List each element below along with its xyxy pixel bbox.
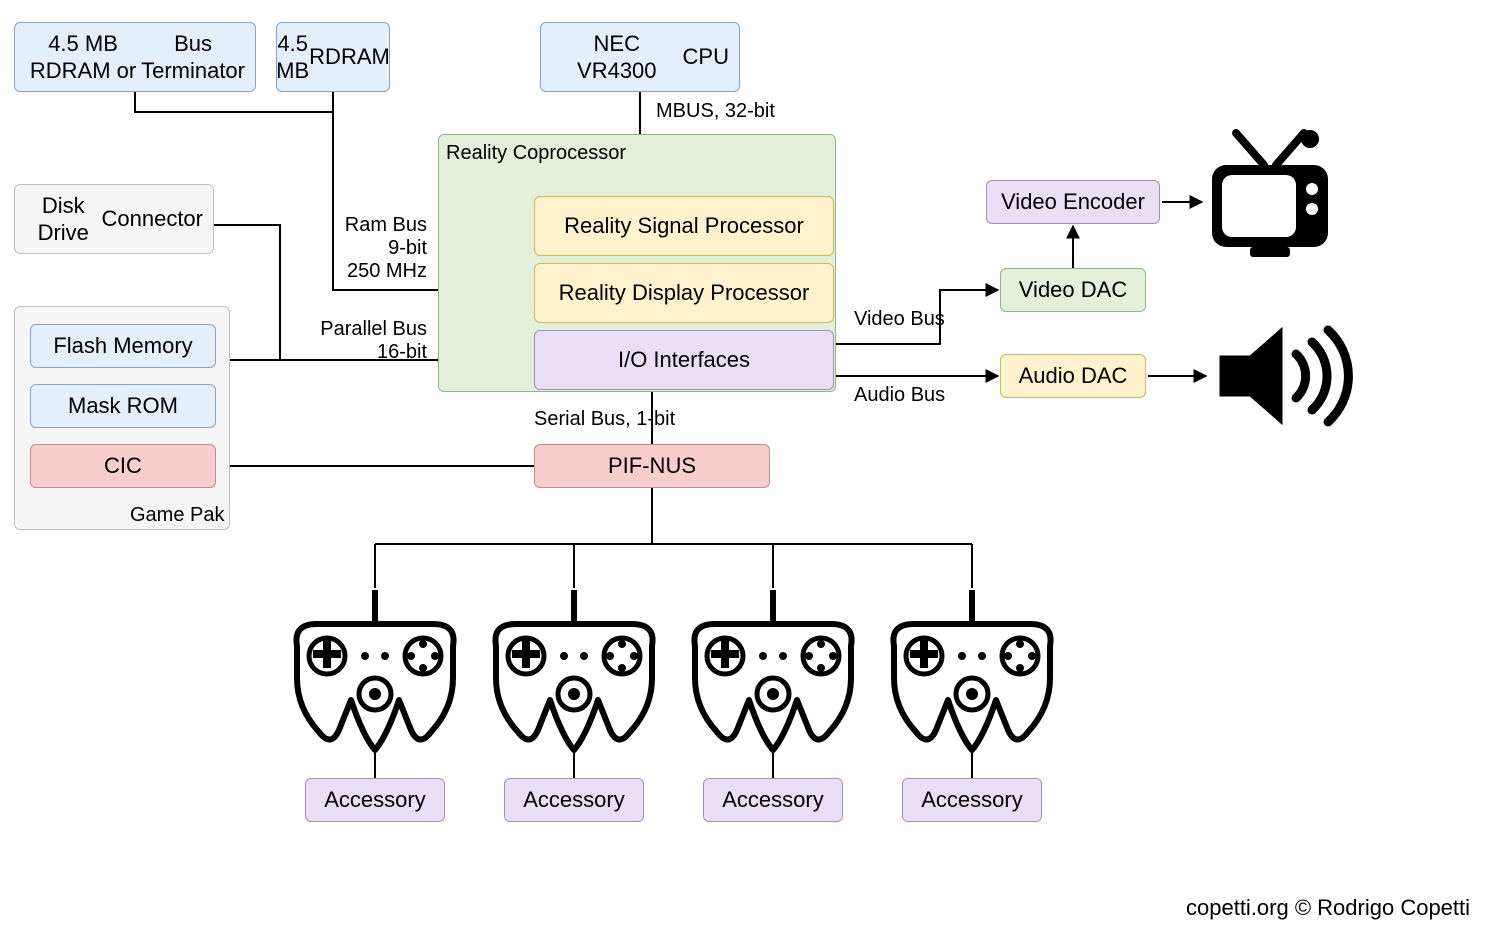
io-interfaces: I/O Interfaces	[534, 330, 834, 390]
audio-dac: Audio DAC	[1000, 354, 1146, 398]
reality-display-processor: Reality Display Processor	[534, 263, 834, 323]
rdram-slot-a: 4.5 MB RDRAM orBus Terminator	[14, 22, 256, 92]
pif-nus: PIF-NUS	[534, 444, 770, 488]
accessory-1: Accessory	[305, 778, 445, 822]
accessory-3: Accessory	[703, 778, 843, 822]
serial-bus-label: Serial Bus, 1-bit	[534, 408, 675, 431]
flash-memory: Flash Memory	[30, 324, 216, 368]
ram-bus-label: Ram Bus9-bit250 MHz	[345, 214, 427, 283]
video-encoder: Video Encoder	[986, 180, 1160, 224]
reality-coprocessor-title: Reality Coprocessor	[446, 142, 626, 165]
video-bus-label: Video Bus	[854, 308, 945, 331]
reality-signal-processor: Reality Signal Processor	[534, 196, 834, 256]
mbus-label: MBUS, 32-bit	[656, 100, 775, 123]
disk-drive-connector: Disk DriveConnector	[14, 184, 214, 254]
accessory-2: Accessory	[504, 778, 644, 822]
rdram-slot-b: 4.5 MBRDRAM	[276, 22, 390, 92]
audio-bus-label: Audio Bus	[854, 384, 945, 407]
cic-chip: CIC	[30, 444, 216, 488]
video-dac: Video DAC	[1000, 268, 1146, 312]
mask-rom: Mask ROM	[30, 384, 216, 428]
parallel-bus-label: Parallel Bus16-bit	[320, 318, 427, 364]
game-pak-title: Game Pak	[130, 504, 224, 527]
attribution: copetti.org © Rodrigo Copetti	[1186, 895, 1470, 921]
cpu-block: NEC VR4300CPU	[540, 22, 740, 92]
accessory-4: Accessory	[902, 778, 1042, 822]
